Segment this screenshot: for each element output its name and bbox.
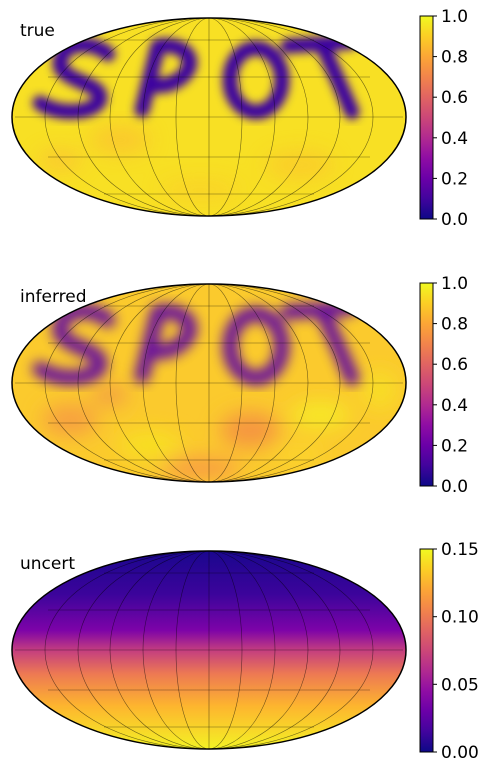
letter-s xyxy=(32,303,116,386)
colorbar-true: 0.0 0.2 0.4 0.6 0.8 1.0 xyxy=(419,7,468,230)
colorbar-tick: 0.10 xyxy=(441,608,479,628)
colorbar-tick: 0.15 xyxy=(441,540,479,560)
panel-uncert: uncert 0.00 0.05 xyxy=(11,540,479,763)
colorbar-gradient xyxy=(419,15,434,220)
colorbar-tick: 0.4 xyxy=(441,396,468,416)
colorbar-tick: 0.6 xyxy=(441,355,468,375)
map-outline-true xyxy=(11,17,407,217)
colorbar-uncert: 0.00 0.05 0.10 0.15 xyxy=(419,540,479,763)
graticule-true xyxy=(15,17,403,217)
colorbar-tick: 0.05 xyxy=(441,675,479,695)
colorbar-tick: 0.4 xyxy=(441,129,468,149)
colorbar-gradient xyxy=(419,548,434,753)
panel-inferred: inferred xyxy=(11,274,468,497)
colorbar-tick: 1.0 xyxy=(441,274,468,294)
colorbar-tick: 0.2 xyxy=(441,436,468,456)
colorbar-tick: 1.0 xyxy=(441,7,468,27)
colorbar-tick: 0.8 xyxy=(441,48,468,68)
letter-p xyxy=(134,304,198,384)
letter-p xyxy=(134,38,198,118)
map-outline-inferred xyxy=(11,283,407,483)
colorbar-inferred: 0.0 0.2 0.4 0.6 0.8 1.0 xyxy=(419,274,468,497)
panel-label-inferred: inferred xyxy=(20,287,87,307)
panel-true: true xyxy=(11,7,468,230)
colorbar-gradient xyxy=(419,282,434,487)
panel-label-uncert: uncert xyxy=(20,554,75,574)
colorbar-tick: 0.8 xyxy=(441,315,468,335)
colorbar-tick: 0.0 xyxy=(441,210,468,230)
map-outline-uncert xyxy=(11,550,407,750)
letter-s xyxy=(32,37,116,120)
colorbar-tick: 0.0 xyxy=(441,477,468,497)
colorbar-tick: 0.00 xyxy=(441,743,479,763)
panel-label-true: true xyxy=(20,21,55,41)
colorbar-tick: 0.6 xyxy=(441,88,468,108)
colorbar-tick: 0.2 xyxy=(441,169,468,189)
